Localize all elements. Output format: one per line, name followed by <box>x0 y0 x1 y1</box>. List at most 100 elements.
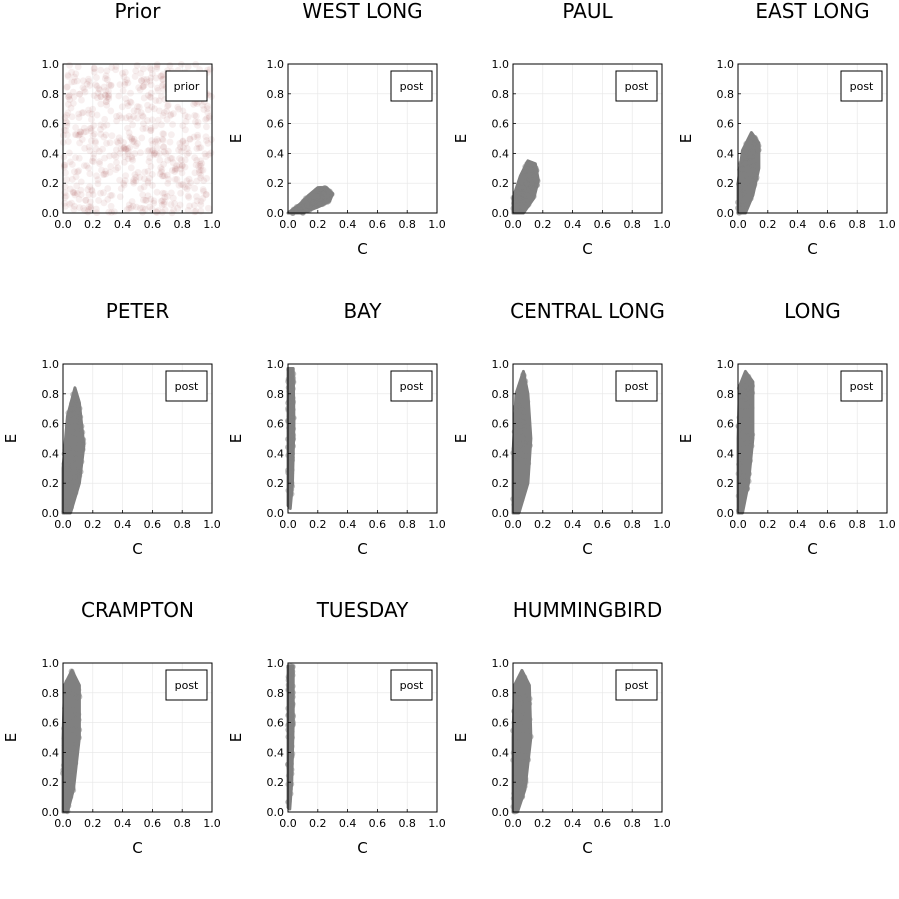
plot-hummingbird-xtick-label: 0.0 <box>504 817 522 830</box>
plot-prior-point <box>128 135 136 143</box>
plot-prior-title: Prior <box>115 0 162 23</box>
plot-prior-point <box>124 150 132 158</box>
plot-prior-point <box>191 169 199 177</box>
plot-prior-point <box>87 124 95 132</box>
plot-prior-point <box>93 74 100 82</box>
plot-prior-point <box>183 145 191 152</box>
plot-prior-point <box>102 92 109 99</box>
plot-prior-point <box>154 87 162 94</box>
plot-prior-point <box>195 144 203 152</box>
plot-prior-point <box>80 86 88 93</box>
plot-hummingbird-point <box>510 795 517 802</box>
plot-crampton-point <box>73 694 80 701</box>
plot-paul-point <box>521 204 528 211</box>
plot-east-long-point <box>743 172 750 179</box>
plot-prior-point <box>174 205 182 212</box>
plot-prior-point <box>154 137 162 145</box>
plot-west-long-point <box>314 192 321 199</box>
plot-prior-point <box>152 97 160 104</box>
plot-prior-point <box>101 91 109 99</box>
plot-paul: PAUL 0.0 0.2 0.4 0.6 0.8 1.0 0.0 0.2 0.4 0.6 0.8 1.0… <box>452 0 671 258</box>
plot-prior-point <box>143 78 151 86</box>
plot-tuesday-xtick-label: 0.8 <box>398 817 416 830</box>
plot-prior-point <box>97 189 104 197</box>
plot-bay-xtick-label: 0.6 <box>369 518 387 531</box>
plot-prior-point <box>82 196 90 204</box>
plot-prior-point <box>204 109 212 116</box>
plot-peter-frame <box>62 363 213 514</box>
plot-tuesday-xtick-label: 0.6 <box>369 817 387 830</box>
plot-prior-point <box>184 192 192 200</box>
plot-prior-point <box>74 131 82 139</box>
plot-central-long: CENTRAL LONG 0.0 0.2 0.4 0.6 0.8 1.0 0.0 0.2 0.4 0… <box>452 299 671 558</box>
plot-prior-point <box>193 193 200 200</box>
plot-crampton-point <box>69 670 76 677</box>
plot-west-long-legend: post <box>390 70 433 102</box>
plot-paul-point <box>518 181 525 188</box>
plot-prior-point <box>157 164 165 171</box>
plot-peter-point <box>71 404 78 411</box>
plot-prior-point <box>168 167 176 174</box>
plot-prior-point <box>154 116 162 124</box>
plot-long-point <box>740 387 747 394</box>
plot-central-long-point <box>512 438 519 445</box>
plot-east-long-ytick-label: 1.0 <box>717 58 735 71</box>
plot-prior-point <box>75 110 83 118</box>
plot-prior-point <box>108 132 116 140</box>
plot-crampton-point <box>69 719 76 726</box>
plot-prior-point <box>122 145 129 153</box>
plot-prior-point <box>140 196 147 204</box>
plot-long-ytick-label: 0.6 <box>717 418 735 431</box>
plot-west-long-point <box>325 188 332 195</box>
plot-prior-point <box>204 105 211 113</box>
plot-east-long-point <box>747 143 754 150</box>
plot-prior-point <box>181 156 189 164</box>
plot-prior-point <box>106 168 114 176</box>
plot-prior-point <box>120 139 127 146</box>
plot-paul-ytick-label: 0.6 <box>492 118 510 131</box>
plot-prior-point <box>64 71 72 79</box>
plot-hummingbird-xtick-label: 0.8 <box>623 817 641 830</box>
plot-prior-point <box>140 120 147 128</box>
plot-bay-point <box>288 454 295 461</box>
plot-prior-point <box>125 201 133 209</box>
plot-bay-point <box>288 391 295 398</box>
plot-east-long-point <box>753 174 760 181</box>
plot-prior-point <box>116 81 124 88</box>
plot-prior-point <box>102 98 110 105</box>
plot-prior-point <box>122 114 130 122</box>
plot-prior-point <box>72 124 80 131</box>
plot-prior-point <box>86 147 94 155</box>
plot-prior-point <box>160 130 168 138</box>
plot-prior-point <box>167 111 175 118</box>
plot-prior-point <box>62 127 70 134</box>
plot-prior-point <box>105 208 113 216</box>
plot-long-xtick-label: 0.0 <box>729 518 747 531</box>
plot-central-long-point <box>524 398 531 405</box>
plot-prior-point <box>192 118 199 126</box>
plot-prior-point <box>171 200 179 207</box>
plot-prior-point <box>70 93 78 101</box>
plot-prior-point <box>90 122 98 129</box>
plot-prior-point <box>93 111 101 119</box>
plot-east-long-xtick-label: 0.4 <box>789 218 807 231</box>
plot-prior-point <box>81 207 89 214</box>
plot-bay-point <box>288 486 295 493</box>
plot-prior-point <box>193 197 201 205</box>
plot-prior-point <box>192 112 200 120</box>
plot-prior-point <box>75 195 83 203</box>
plot-bay-ytick-label: 0.8 <box>267 388 285 401</box>
plot-hummingbird-point <box>519 793 526 800</box>
plot-prior-point <box>85 143 93 151</box>
plot-prior-point <box>92 81 99 89</box>
plot-prior-point <box>179 137 187 145</box>
plot-crampton: CRAMPTON 0.0 0.2 0.4 0.6 0.8 1.0 0.0 0.2 0.4 0.6 0.… <box>2 598 221 857</box>
plot-central-long-point <box>517 464 524 471</box>
plot-prior-point <box>147 124 155 132</box>
plot-prior-point <box>137 149 144 157</box>
plot-prior-point <box>63 83 71 91</box>
plot-west-long: WEST LONG 0.0 0.2 0.4 0.6 0.8 1.0 0.0 0.2 0.4 0.6 0… <box>227 0 446 258</box>
plot-prior-point <box>196 166 203 174</box>
plot-prior-point <box>107 162 115 170</box>
plot-peter-xtick-label: 0.2 <box>84 518 102 531</box>
